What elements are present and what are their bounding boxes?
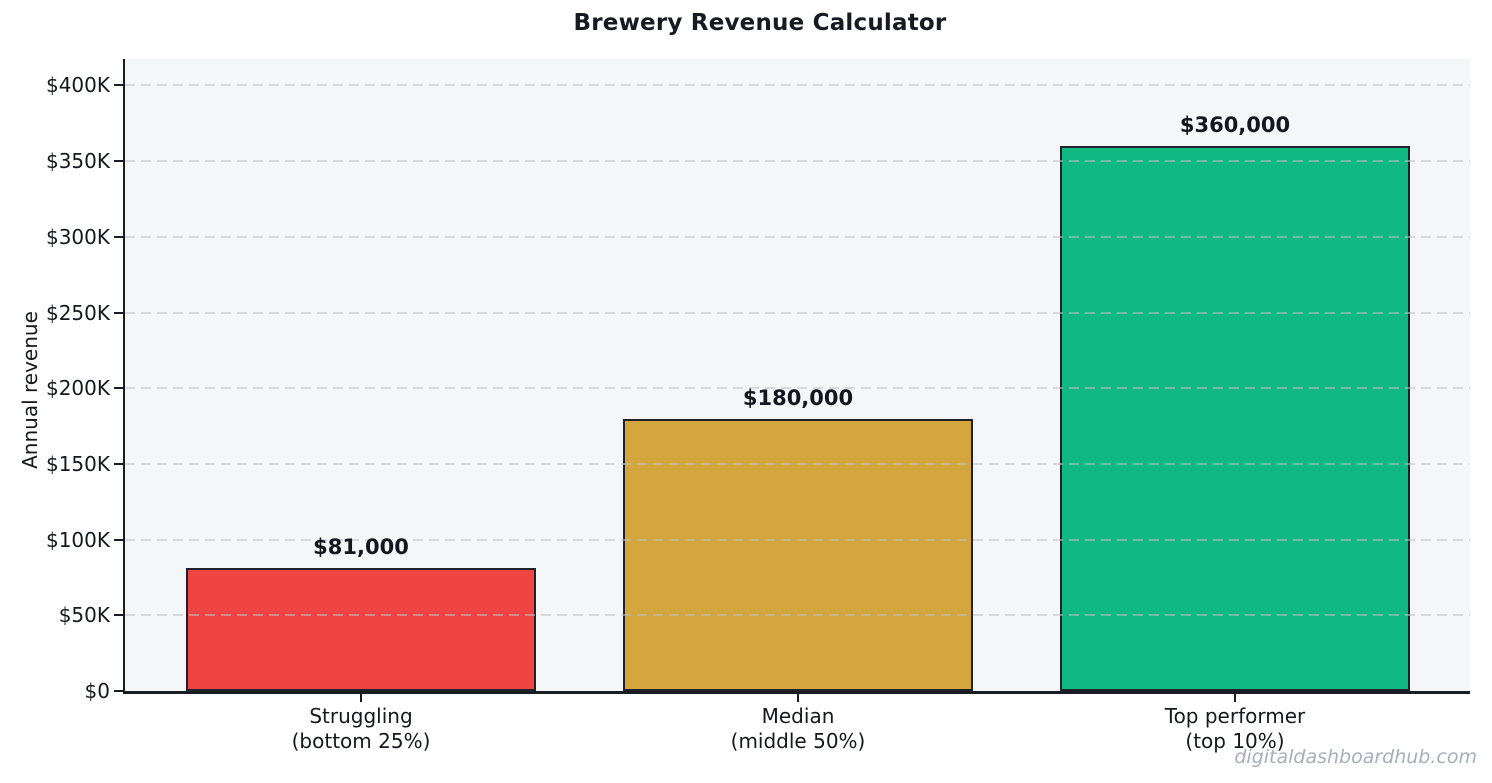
y-axis-tick-label: $200K xyxy=(45,376,110,401)
gridline xyxy=(125,387,1470,390)
bar-median xyxy=(623,418,973,691)
y-axis-tick-label: $50K xyxy=(58,603,110,628)
gridline xyxy=(125,538,1470,541)
x-axis-tick xyxy=(797,694,799,702)
x-axis-tick-label-top-performer: Top performer (top 10%) xyxy=(1164,704,1306,753)
chart-title: Brewery Revenue Calculator xyxy=(573,10,947,36)
gridline xyxy=(125,311,1470,314)
y-axis-tick-label: $250K xyxy=(45,300,110,325)
bottom-spine xyxy=(122,691,1470,694)
y-axis-tick xyxy=(113,690,123,692)
x-axis-tick xyxy=(360,694,362,702)
y-axis-tick-label: $350K xyxy=(45,149,110,174)
bar-struggling xyxy=(186,568,536,691)
y-axis-tick xyxy=(113,235,123,238)
left-spine xyxy=(122,59,125,694)
gridline xyxy=(125,84,1470,87)
x-axis-tick-label-struggling: Struggling (bottom 25%) xyxy=(291,704,431,753)
y-axis-tick-label: $0 xyxy=(84,679,110,703)
y-axis-tick-label: $300K xyxy=(45,224,110,249)
y-axis-tick xyxy=(113,160,123,163)
y-axis-tick xyxy=(113,84,123,87)
x-axis-tick-label-median: Median (middle 50%) xyxy=(730,704,866,753)
bar-value-label-top-performer: $360,000 xyxy=(1179,113,1291,138)
y-axis-tick xyxy=(113,311,123,314)
gridline xyxy=(125,614,1470,617)
y-axis-tick xyxy=(113,614,123,617)
y-axis-tick-label: $150K xyxy=(45,451,110,476)
bar-top-performer xyxy=(1060,146,1410,691)
gridline xyxy=(125,235,1470,238)
y-axis-tick-label: $100K xyxy=(45,527,110,552)
y-axis-tick xyxy=(113,462,123,465)
bar-value-label-median: $180,000 xyxy=(742,385,854,410)
y-axis-tick-label: $400K xyxy=(45,73,110,98)
gridline xyxy=(125,160,1470,163)
y-axis-tick xyxy=(113,387,123,390)
watermark: digitaldashboardhub.com xyxy=(1234,746,1477,768)
y-axis-tick xyxy=(113,538,123,541)
bar-value-label-struggling: $81,000 xyxy=(313,535,409,560)
gridline xyxy=(125,462,1470,465)
x-axis-tick xyxy=(1234,694,1236,702)
